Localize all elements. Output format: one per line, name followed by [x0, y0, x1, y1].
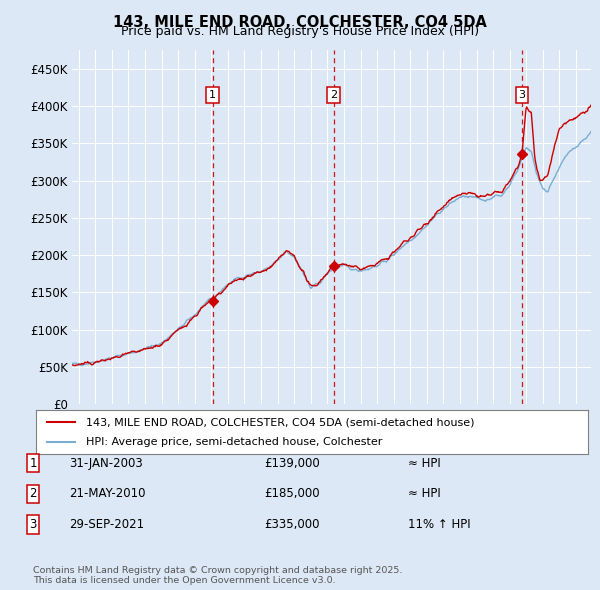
- Text: 143, MILE END ROAD, COLCHESTER, CO4 5DA: 143, MILE END ROAD, COLCHESTER, CO4 5DA: [113, 15, 487, 30]
- Text: £185,000: £185,000: [264, 487, 320, 500]
- Text: 3: 3: [29, 518, 37, 531]
- Text: Price paid vs. HM Land Registry's House Price Index (HPI): Price paid vs. HM Land Registry's House …: [121, 25, 479, 38]
- Text: 143, MILE END ROAD, COLCHESTER, CO4 5DA (semi-detached house): 143, MILE END ROAD, COLCHESTER, CO4 5DA …: [86, 418, 474, 427]
- Text: 2: 2: [330, 90, 337, 100]
- Text: 21-MAY-2010: 21-MAY-2010: [69, 487, 146, 500]
- Text: ≈ HPI: ≈ HPI: [408, 487, 441, 500]
- Text: £139,000: £139,000: [264, 457, 320, 470]
- Text: £335,000: £335,000: [264, 518, 320, 531]
- Text: HPI: Average price, semi-detached house, Colchester: HPI: Average price, semi-detached house,…: [86, 437, 382, 447]
- Text: 2: 2: [29, 487, 37, 500]
- Text: 31-JAN-2003: 31-JAN-2003: [69, 457, 143, 470]
- Text: 29-SEP-2021: 29-SEP-2021: [69, 518, 144, 531]
- Text: Contains HM Land Registry data © Crown copyright and database right 2025.
This d: Contains HM Land Registry data © Crown c…: [33, 566, 403, 585]
- Text: 1: 1: [29, 457, 37, 470]
- Text: ≈ HPI: ≈ HPI: [408, 457, 441, 470]
- Text: 11% ↑ HPI: 11% ↑ HPI: [408, 518, 470, 531]
- Text: 3: 3: [518, 90, 526, 100]
- Text: 1: 1: [209, 90, 216, 100]
